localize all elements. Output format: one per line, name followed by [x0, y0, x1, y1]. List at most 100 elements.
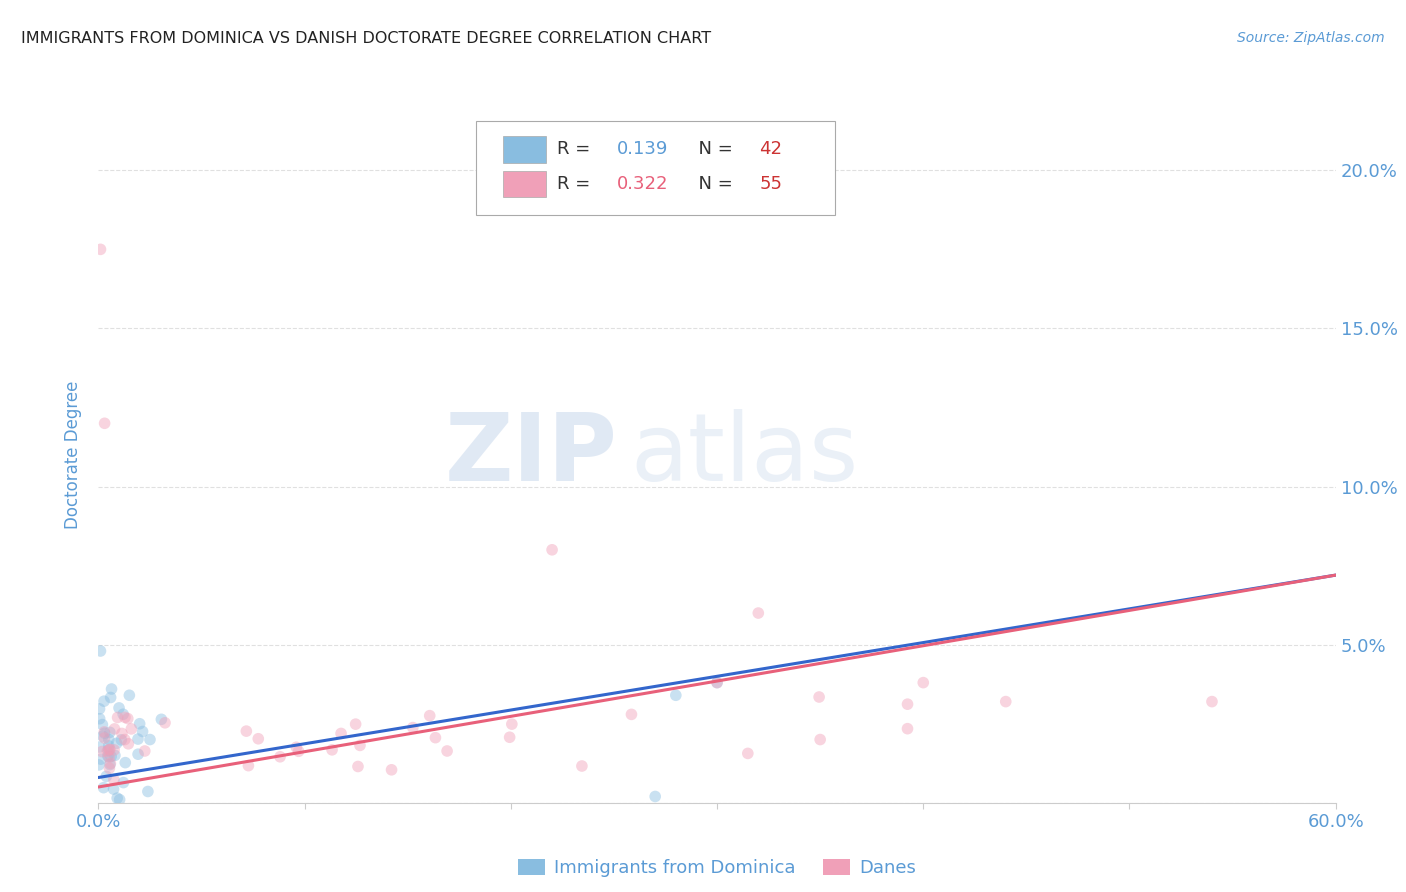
- Point: [90, 752, 112, 766]
- Point: [98, 725, 121, 739]
- Point: [93, 731, 115, 745]
- Point: [89, 644, 111, 658]
- Point: [97, 732, 120, 747]
- Point: [97, 739, 120, 753]
- Point: [104, 748, 127, 763]
- Point: [808, 690, 831, 704]
- Point: [737, 747, 759, 761]
- Text: R =: R =: [557, 140, 596, 159]
- FancyBboxPatch shape: [503, 171, 547, 197]
- Point: [96, 769, 118, 783]
- Point: [105, 791, 128, 805]
- Point: [134, 744, 156, 758]
- Point: [112, 775, 135, 789]
- Point: [89, 243, 111, 257]
- Point: [97, 743, 120, 757]
- Point: [96, 744, 118, 758]
- Point: [103, 772, 125, 787]
- Point: [105, 736, 128, 750]
- Point: [139, 732, 162, 747]
- Point: [330, 726, 353, 740]
- Point: [131, 724, 153, 739]
- Point: [117, 737, 139, 751]
- Text: R =: R =: [557, 175, 596, 194]
- Point: [349, 739, 371, 753]
- Point: [108, 701, 131, 715]
- Text: 55: 55: [759, 175, 782, 194]
- Point: [127, 732, 149, 747]
- Point: [112, 707, 135, 722]
- Text: Source: ZipAtlas.com: Source: ZipAtlas.com: [1237, 31, 1385, 45]
- Text: 42: 42: [759, 140, 782, 159]
- Point: [98, 757, 121, 772]
- Point: [425, 731, 447, 745]
- Legend: Immigrants from Dominica, Danes: Immigrants from Dominica, Danes: [510, 852, 924, 884]
- FancyBboxPatch shape: [503, 136, 547, 162]
- Point: [97, 749, 120, 764]
- Point: [93, 726, 115, 740]
- Point: [235, 724, 257, 739]
- FancyBboxPatch shape: [475, 121, 835, 215]
- Point: [91, 729, 114, 743]
- Text: atlas: atlas: [630, 409, 859, 501]
- Point: [747, 606, 769, 620]
- Point: [994, 695, 1017, 709]
- Point: [110, 732, 132, 747]
- Point: [128, 716, 150, 731]
- Point: [98, 742, 121, 756]
- Point: [100, 681, 122, 696]
- Point: [93, 417, 115, 431]
- Text: N =: N =: [688, 175, 740, 194]
- Point: [100, 749, 122, 764]
- Text: N =: N =: [688, 140, 740, 159]
- Point: [93, 725, 115, 739]
- Point: [402, 721, 425, 735]
- Point: [706, 675, 728, 690]
- Point: [118, 688, 141, 702]
- Point: [665, 688, 688, 702]
- Point: [321, 743, 343, 757]
- Point: [87, 758, 110, 772]
- Point: [103, 722, 125, 736]
- Point: [89, 739, 111, 754]
- Point: [136, 784, 159, 798]
- Point: [93, 694, 115, 708]
- Point: [1201, 695, 1223, 709]
- Point: [100, 690, 122, 705]
- Point: [114, 732, 136, 747]
- Point: [269, 749, 291, 764]
- Point: [98, 750, 121, 764]
- Point: [238, 758, 260, 772]
- Point: [896, 697, 918, 711]
- Text: 0.322: 0.322: [617, 175, 668, 194]
- Point: [127, 747, 149, 762]
- Point: [108, 792, 131, 806]
- Point: [541, 542, 564, 557]
- Point: [912, 675, 935, 690]
- Point: [153, 715, 176, 730]
- Point: [91, 717, 114, 731]
- Point: [644, 789, 666, 804]
- Y-axis label: Doctorate Degree: Doctorate Degree: [65, 381, 83, 529]
- Point: [91, 745, 114, 759]
- Point: [98, 761, 121, 775]
- Text: 0.139: 0.139: [617, 140, 668, 159]
- Point: [117, 712, 139, 726]
- Point: [98, 742, 121, 756]
- Point: [103, 743, 125, 757]
- Point: [107, 710, 129, 724]
- Point: [100, 756, 122, 771]
- Point: [89, 702, 111, 716]
- Point: [287, 744, 309, 758]
- Point: [571, 759, 593, 773]
- Text: IMMIGRANTS FROM DOMINICA VS DANISH DOCTORATE DEGREE CORRELATION CHART: IMMIGRANTS FROM DOMINICA VS DANISH DOCTO…: [21, 31, 711, 46]
- Point: [498, 731, 520, 745]
- Point: [501, 717, 523, 731]
- Point: [620, 707, 643, 722]
- Point: [285, 740, 308, 755]
- Point: [419, 708, 441, 723]
- Point: [93, 780, 115, 795]
- Point: [120, 722, 142, 736]
- Point: [103, 782, 125, 797]
- Text: ZIP: ZIP: [446, 409, 619, 501]
